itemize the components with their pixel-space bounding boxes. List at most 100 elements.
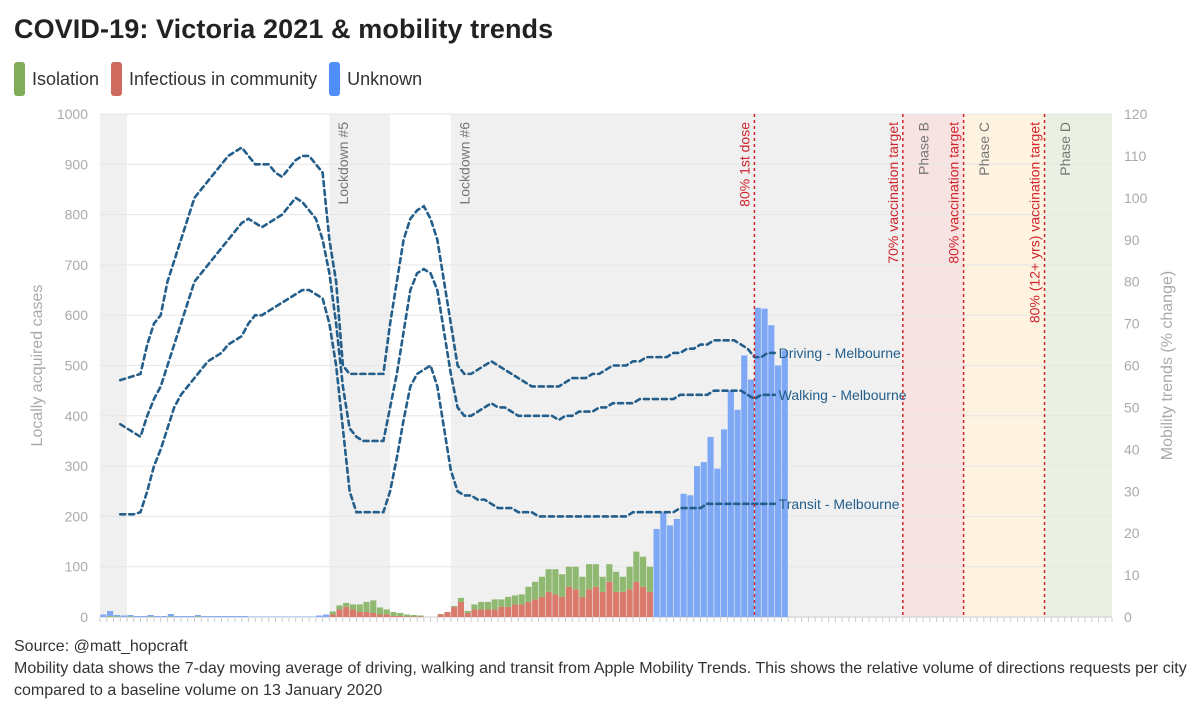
case-bar-infectious [451,606,458,617]
case-bar-unknown [248,616,255,617]
case-bar-unknown [316,615,323,617]
case-bar-infectious [437,614,444,617]
case-bar-infectious [505,606,512,617]
case-bar-isolation [113,616,120,617]
case-bar-unknown [309,616,316,617]
case-bar-unknown [694,466,701,617]
case-bar-infectious [545,591,552,617]
case-bar-isolation [167,616,174,617]
case-bar-infectious [484,609,492,617]
case-bar-isolation [552,569,559,595]
case-bar-isolation [565,566,572,587]
phase-label: Phase D [1057,122,1073,176]
case-bar-unknown [768,325,775,617]
legend-swatch-isolation [14,62,25,96]
case-bar-isolation [545,569,552,592]
case-bar-unknown [262,616,269,617]
y-tick-label-right: 70 [1124,316,1140,332]
y-axis-title-right: Mobility trends (% change) [1159,271,1176,460]
legend: Isolation Infectious in community Unknow… [14,62,426,96]
case-bar-isolation [417,615,424,617]
case-bar-infectious [565,586,572,617]
mobility-line-driving-melbourne [118,145,776,388]
y-tick-label-right: 0 [1124,609,1132,625]
case-bar-unknown [194,614,201,617]
footer: Source: @matt_hopcraft Mobility data sho… [14,636,1189,702]
y-tick-label-right: 120 [1124,106,1148,122]
case-bar-unknown [107,610,114,616]
case-bar-isolation [376,607,384,615]
case-bar-infectious [363,611,370,617]
case-bar-isolation [370,600,377,613]
case-bar-unknown [201,615,208,617]
case-bar-unknown [660,512,667,617]
case-bar-infectious [633,581,640,617]
case-bar-infectious [613,591,620,617]
case-bar-isolation [518,594,525,605]
legend-item-isolation[interactable]: Isolation [14,62,99,96]
case-bar-isolation [403,614,411,617]
case-bar-unknown [188,615,195,617]
case-bar-isolation [464,610,471,613]
case-bar-unknown [147,614,154,617]
case-bar-infectious [592,586,599,617]
case-bar-infectious [518,604,525,617]
case-bar-unknown [140,615,147,617]
case-bar-unknown [208,615,215,617]
case-bar-infectious [525,601,532,617]
case-bar-unknown [134,615,141,617]
case-bar-isolation [505,596,512,607]
y-tick-label-right: 50 [1124,399,1140,415]
case-bar-unknown [127,614,134,617]
y-tick-label-left: 500 [65,358,89,374]
case-bar-unknown [228,615,235,617]
y-tick-label-right: 90 [1124,232,1140,248]
case-bar-infectious [532,599,539,617]
case-bar-unknown [667,525,674,617]
case-bar-unknown [653,528,660,617]
y-tick-label-right: 30 [1124,483,1140,499]
case-bar-isolation [471,604,478,610]
case-bar-isolation [592,564,599,587]
case-bar-isolation [626,566,633,590]
case-bar-infectious [410,616,417,617]
case-bar-unknown [100,614,107,617]
case-bar-infectious [390,615,397,617]
case-bar-infectious [464,612,471,617]
case-bar-unknown [275,616,282,617]
case-bar-infectious [579,596,586,617]
case-bar-unknown [673,518,680,617]
case-bar-isolation [619,576,626,592]
case-bar-unknown [120,615,127,617]
y-tick-label-left: 800 [65,207,89,223]
mobility-note: Mobility data shows the 7-day moving ave… [14,660,1187,699]
case-bar-isolation [579,576,586,597]
y-tick-label-left: 0 [80,609,88,625]
case-bar-unknown [322,614,330,617]
case-bar-isolation [147,616,154,617]
case-bar-infectious [559,596,566,617]
case-bar-infectious [646,591,653,617]
source-text: Source: @matt_hopcraft [14,638,188,655]
case-bar-infectious [370,612,377,617]
series-label: Transit - Melbourne [779,496,900,512]
case-bar-unknown [295,616,303,617]
vax-label: 80% (12+ yrs) vaccination target [1027,122,1043,323]
legend-swatch-infectious [111,62,123,96]
case-bar-unknown [167,613,174,617]
case-bar-infectious [457,601,465,617]
case-bar-infectious [606,581,613,617]
case-bar-isolation [349,604,357,610]
y-tick-label-left: 300 [65,458,89,474]
case-bar-isolation [410,614,417,617]
case-bar-isolation [457,597,465,602]
case-bar-isolation [390,611,397,616]
case-bar-infectious [471,609,478,617]
legend-item-unknown[interactable]: Unknown [329,62,422,96]
case-bar-isolation [383,609,390,615]
case-bar-isolation [491,599,498,610]
y-tick-label-left: 600 [65,307,89,323]
legend-item-infectious[interactable]: Infectious in community [111,62,317,96]
y-tick-label-left: 700 [65,257,89,273]
case-bar-infectious [586,589,593,617]
